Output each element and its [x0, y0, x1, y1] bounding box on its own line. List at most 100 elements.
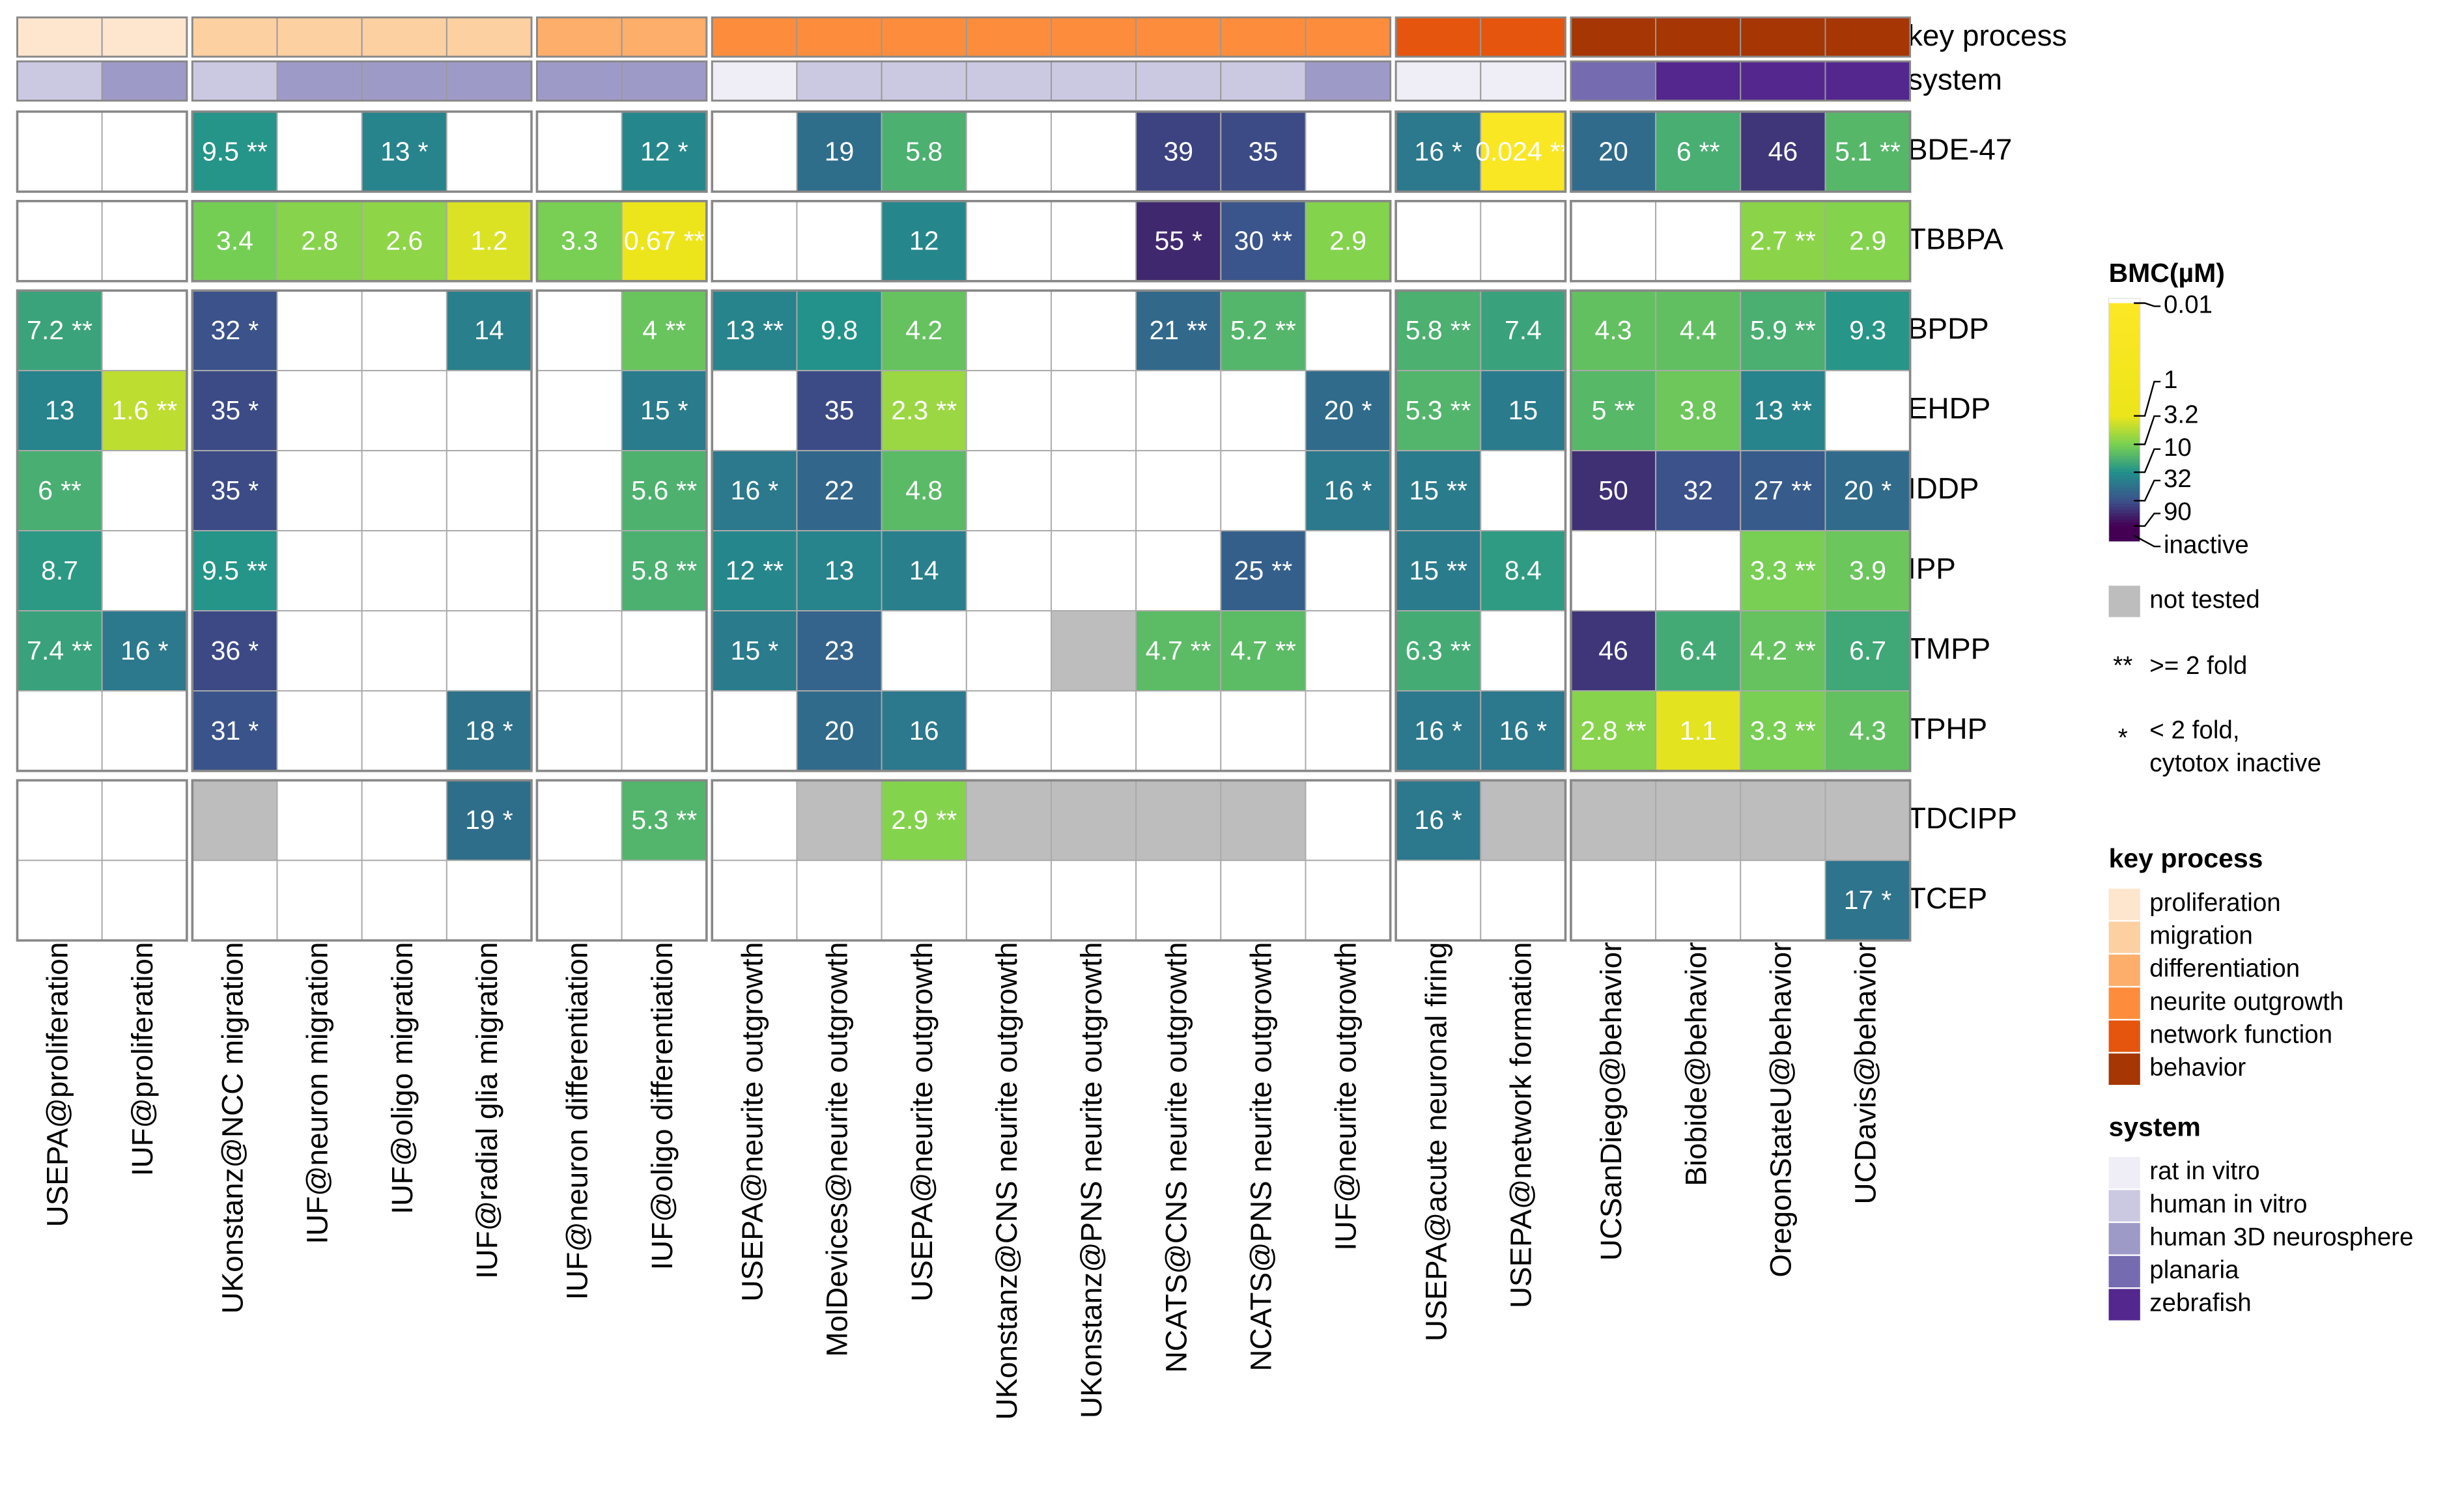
empty-cell — [1051, 290, 1137, 372]
colorbar-segment — [2108, 522, 2140, 527]
cell-flag: ** — [61, 475, 81, 505]
heat-cell — [1480, 370, 1566, 452]
key-process-annotation — [1220, 16, 1307, 57]
empty-cell — [965, 610, 1052, 692]
system-annotation — [1305, 61, 1391, 102]
cell-value: 13 — [825, 555, 855, 585]
heat-cell — [1824, 200, 1911, 282]
colorbar-segment — [2108, 338, 2140, 343]
colorbar-segment — [2108, 376, 2140, 381]
cell-flag: ** — [1791, 395, 1812, 425]
column-label: UCSanDiego@behavior — [1594, 942, 1628, 1261]
cell-flag: ** — [1795, 226, 1816, 256]
colorbar-segment — [2108, 404, 2140, 410]
column-label: IUF@neuron differentiation — [561, 942, 594, 1300]
colorbar-segment — [2108, 306, 2140, 311]
empty-cell — [1051, 370, 1137, 452]
empty-cell — [101, 290, 188, 372]
cell-label: 55 * — [1154, 226, 1202, 256]
cell-value: 18 — [465, 716, 495, 746]
key-process-annotation — [1051, 16, 1137, 57]
system-annotation — [711, 61, 798, 102]
colorbar-segment — [2108, 453, 2140, 457]
heat-cell — [1570, 690, 1657, 772]
system-swatch — [2108, 1190, 2140, 1222]
empty-cell — [536, 111, 623, 193]
colorbar-segment — [2108, 328, 2140, 333]
colorbar-segment — [2108, 500, 2140, 505]
empty-cell — [536, 450, 623, 532]
cell-flag: ** — [72, 315, 92, 345]
cell-label: 50 — [1598, 475, 1628, 505]
cell-label: 4.7 ** — [1146, 636, 1211, 665]
cell-value: 4.3 — [1849, 716, 1886, 746]
heat-cell — [1220, 610, 1307, 692]
group-outline — [535, 289, 708, 772]
cell-value: 12 — [909, 226, 939, 256]
heat-cell — [711, 290, 798, 372]
cell-value: 2.9 — [1849, 226, 1886, 256]
colorbar-segment — [2108, 379, 2140, 384]
cell-flag: ** — [1187, 315, 1208, 345]
cell-value: 7.4 — [27, 636, 64, 665]
cell-value: 6.7 — [1849, 636, 1886, 665]
cell-flag: ** — [676, 555, 697, 585]
colorbar-tick — [2134, 479, 2161, 502]
cell-flag: * — [678, 395, 688, 425]
cell-value: 6.4 — [1680, 636, 1717, 665]
cell-value: 15 — [1508, 395, 1538, 425]
flag-symbol: ** — [2113, 652, 2132, 680]
cell-label: 9.8 — [821, 315, 858, 345]
cell-label: 4.8 — [905, 475, 942, 505]
system-annotation — [965, 61, 1052, 102]
not-tested-cell — [1655, 779, 1742, 861]
cell-value: 20 — [1598, 136, 1628, 166]
group-outline — [711, 110, 1392, 193]
group-outline — [535, 779, 708, 942]
empty-cell — [536, 610, 623, 692]
colorbar-tick — [2134, 512, 2161, 527]
cell-value: 4.2 — [905, 315, 942, 345]
cell-flag: ** — [1795, 555, 1816, 585]
empty-cell — [621, 610, 707, 692]
cell-flag: * — [1881, 475, 1891, 505]
colorbar-segment — [2108, 402, 2140, 406]
cell-value: 4.2 — [1750, 636, 1787, 665]
empty-cell — [1135, 530, 1222, 611]
cell-value: 3.3 — [1750, 716, 1787, 746]
cell-flag: ** — [247, 555, 268, 585]
row-label: TBBPA — [1908, 222, 2003, 255]
cell-label: 16 * — [1414, 716, 1462, 746]
key-process-annotation — [276, 16, 363, 57]
colorbar-segment — [2108, 399, 2140, 403]
cell-flag: ** — [1880, 136, 1901, 166]
cell-flag: ** — [72, 636, 92, 665]
cell-label: 32 — [1683, 475, 1713, 505]
empty-cell — [361, 860, 447, 942]
colorbar-segment — [2108, 303, 2140, 307]
colorbar-segment — [2108, 357, 2140, 361]
cell-label: 46 — [1768, 136, 1798, 166]
key-process-legend-label: neurite outgrowth — [2149, 988, 2343, 1016]
colorbar-segment — [2108, 478, 2140, 483]
heat-cell — [1135, 111, 1222, 193]
cell-value: 1.6 — [111, 395, 149, 425]
system-swatch — [2108, 1223, 2140, 1255]
colorbar-frame — [2108, 298, 2141, 542]
cell-label: 13 * — [380, 136, 429, 166]
cell-value: 4.3 — [1595, 315, 1632, 345]
colorbar-segment — [2108, 484, 2140, 489]
group-outline — [1570, 110, 1912, 193]
colorbar-segment — [2108, 513, 2140, 518]
row-label: IPP — [1908, 552, 1956, 585]
column-label: IUF@oligo differentiation — [645, 942, 679, 1270]
heat-cell — [796, 690, 883, 772]
cell-label: 19 * — [465, 805, 513, 835]
cell-value: 14 — [474, 315, 504, 345]
cell-label: 4.4 — [1680, 315, 1717, 345]
empty-cell — [276, 111, 363, 193]
colorbar-inactive-tick — [2133, 535, 2161, 548]
cell-value: 4.4 — [1680, 315, 1717, 345]
key-process-annotation — [711, 16, 798, 57]
